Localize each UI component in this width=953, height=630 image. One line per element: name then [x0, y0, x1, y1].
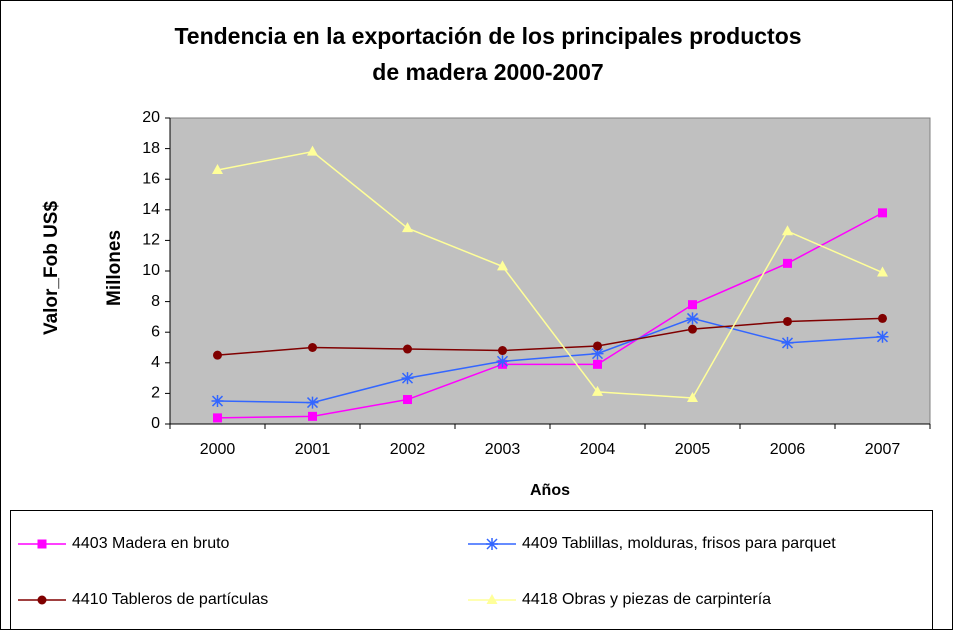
marker — [403, 395, 412, 405]
marker — [783, 316, 792, 326]
marker — [308, 343, 317, 352]
marker — [486, 594, 498, 604]
legend-label: 4403 Madera en bruto — [72, 535, 230, 552]
marker — [401, 372, 414, 385]
y-tick-label: 0 — [151, 415, 160, 432]
marker — [593, 341, 602, 351]
marker — [37, 595, 47, 605]
series-line — [217, 317, 883, 404]
legend-label: 4418 Obras y piezas de carpintería — [522, 591, 771, 608]
marker — [306, 396, 319, 409]
plot-area — [169, 117, 931, 425]
x-tick-label: 2004 — [580, 441, 616, 458]
y-tick-label: 4 — [151, 354, 160, 371]
marker — [496, 355, 509, 368]
marker — [781, 336, 794, 349]
marker — [486, 538, 498, 550]
marker — [212, 164, 223, 175]
marker — [877, 266, 888, 277]
y-tick-label: 10 — [142, 262, 160, 279]
x-tick-label: 2002 — [390, 441, 426, 458]
y-tick-label: 14 — [142, 201, 160, 218]
marker — [402, 222, 413, 233]
marker — [403, 344, 412, 354]
x-tick-label: 2000 — [200, 441, 236, 458]
y-axis-label: Valor_Fob US$ — [41, 201, 62, 336]
marker — [497, 260, 508, 271]
x-tick-label: 2005 — [675, 441, 711, 458]
legend-box — [10, 510, 933, 630]
x-tick-label: 2003 — [485, 441, 521, 458]
marker — [878, 313, 887, 323]
y-tick-label: 16 — [142, 170, 160, 187]
legend-label: 4409 Tablillas, molduras, frisos para pa… — [522, 535, 836, 552]
marker — [591, 347, 604, 360]
marker — [686, 312, 699, 325]
y-tick-label: 6 — [151, 323, 160, 340]
x-tick-label: 2007 — [865, 441, 901, 458]
marker — [498, 346, 507, 356]
marker — [687, 391, 698, 402]
legend-label: 4410 Tableros de partículas — [72, 591, 268, 608]
y-tick-label: 2 — [151, 385, 160, 402]
y-tick-label: 12 — [142, 232, 160, 249]
y-tick-label: 18 — [142, 140, 160, 157]
marker — [213, 350, 222, 360]
chart-title: de madera 2000-2007 — [372, 59, 603, 85]
marker — [688, 324, 697, 334]
y-unit-label: Millones — [104, 230, 125, 306]
marker — [307, 145, 318, 156]
marker — [308, 411, 317, 421]
x-tick-label: 2001 — [295, 441, 331, 458]
x-tick-label: 2006 — [770, 441, 806, 458]
marker — [211, 395, 224, 408]
x-axis-label: Años — [530, 482, 570, 499]
marker — [37, 539, 47, 549]
y-tick-label: 8 — [151, 293, 160, 310]
series-line — [217, 150, 883, 399]
marker — [593, 359, 602, 369]
marker — [878, 208, 887, 218]
series-line — [217, 212, 883, 419]
marker — [213, 413, 222, 423]
marker — [782, 225, 793, 236]
marker — [876, 330, 889, 343]
marker — [592, 385, 603, 396]
marker — [783, 258, 792, 268]
series-line — [217, 317, 883, 356]
marker — [688, 300, 697, 310]
y-tick-label: 20 — [142, 109, 160, 126]
chart-title: Tendencia en la exportación de los princ… — [174, 23, 801, 49]
